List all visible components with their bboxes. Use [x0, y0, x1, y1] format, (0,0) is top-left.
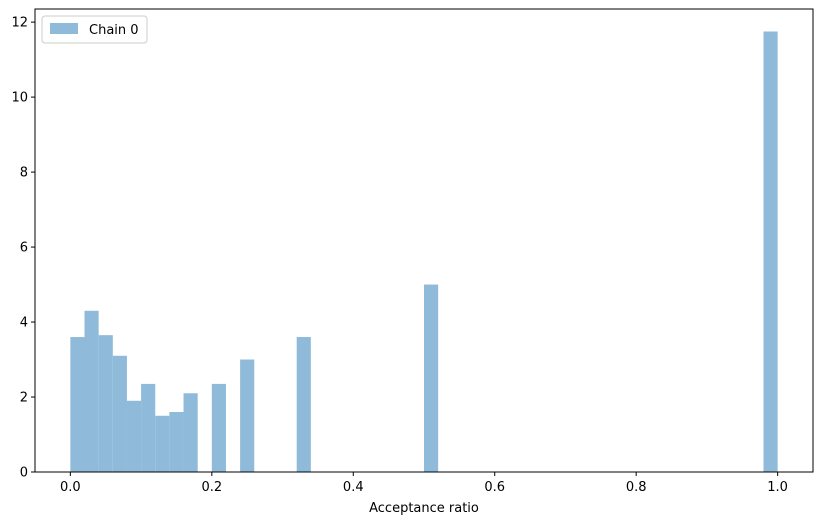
- histogram-bar: [141, 383, 156, 472]
- histogram-bar: [70, 337, 85, 472]
- bars-layer: [70, 31, 778, 473]
- histogram-bar: [183, 393, 198, 472]
- x-axis-label: Acceptance ratio: [369, 501, 479, 516]
- histogram-bar: [112, 355, 127, 472]
- histogram-bar: [84, 310, 99, 472]
- y-tick-label: 8: [20, 166, 28, 181]
- histogram-bar: [155, 415, 170, 472]
- axes-frame: [34, 8, 814, 473]
- x-tick-label: 1.0: [767, 480, 788, 495]
- histogram-bar: [211, 383, 226, 472]
- x-tick-label: 0.0: [60, 480, 81, 495]
- histogram-bar: [296, 337, 311, 472]
- y-axis-ticks: 0 2 4 6 8 10 12: [11, 16, 35, 481]
- histogram-bar: [169, 412, 184, 472]
- legend-label: Chain 0: [89, 23, 139, 38]
- y-tick-label: 10: [11, 91, 28, 106]
- histogram-bar: [424, 284, 439, 472]
- x-tick-label: 0.4: [343, 480, 364, 495]
- y-tick-label: 12: [11, 16, 28, 31]
- y-tick-label: 6: [20, 241, 28, 256]
- legend-swatch: [50, 23, 78, 34]
- legend-box: [41, 15, 148, 44]
- x-axis-ticks: 0.0 0.2 0.4 0.6 0.8 1.0: [60, 472, 788, 495]
- x-tick-label: 0.2: [201, 480, 222, 495]
- y-tick-label: 0: [20, 466, 28, 481]
- histogram-bar: [98, 335, 113, 472]
- x-tick-label: 0.6: [484, 480, 505, 495]
- x-tick-label: 0.8: [626, 480, 647, 495]
- histogram-bar: [126, 400, 142, 472]
- histogram-bar: [763, 31, 778, 473]
- legend: Chain 0: [41, 15, 148, 44]
- histogram-bar: [240, 359, 255, 472]
- y-tick-label: 2: [20, 391, 28, 406]
- y-tick-label: 4: [20, 316, 28, 331]
